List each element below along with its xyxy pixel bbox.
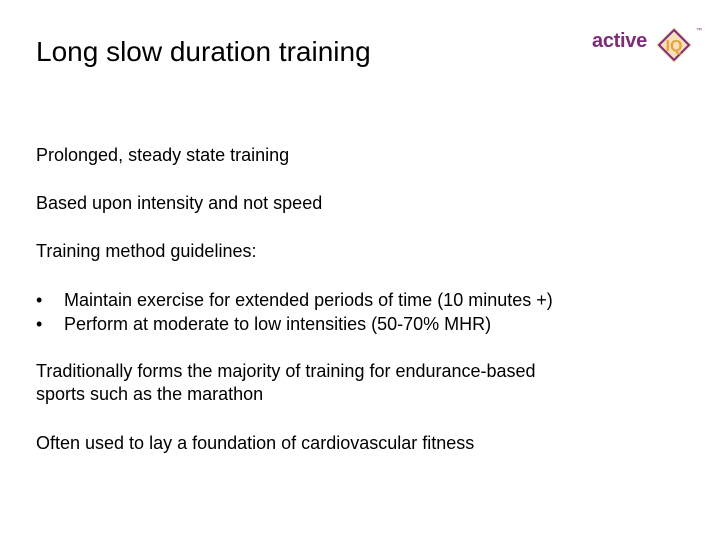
paragraph-line: sports such as the marathon: [36, 384, 264, 404]
list-item-text: Perform at moderate to low intensities (…: [64, 314, 492, 334]
slide-title: Long slow duration training: [36, 36, 371, 67]
paragraph-prolonged: Prolonged, steady state training: [36, 145, 290, 165]
logo-wordmark: active: [592, 30, 647, 52]
paragraph-foundation: Often used to lay a foundation of cardio…: [36, 433, 475, 453]
paragraph-guidelines-heading: Training method guidelines:: [36, 241, 257, 261]
logo-badge-text: IQ: [666, 38, 683, 55]
guidelines-list: • Maintain exercise for extended periods…: [36, 288, 553, 336]
bullet-icon: •: [36, 290, 43, 310]
paragraph-line: Traditionally forms the majority of trai…: [36, 361, 536, 381]
iq-badge-icon: IQ: [656, 27, 692, 63]
list-item: • Perform at moderate to low intensities…: [36, 312, 553, 336]
bullet-icon: •: [36, 314, 43, 334]
active-iq-logo: active IQ ™: [590, 24, 702, 64]
paragraph-traditionally: Traditionally forms the majority of trai…: [36, 360, 656, 406]
list-item-text: Maintain exercise for extended periods o…: [64, 290, 553, 310]
trademark-symbol: ™: [696, 28, 702, 34]
paragraph-intensity: Based upon intensity and not speed: [36, 193, 323, 213]
list-item: • Maintain exercise for extended periods…: [36, 288, 553, 312]
